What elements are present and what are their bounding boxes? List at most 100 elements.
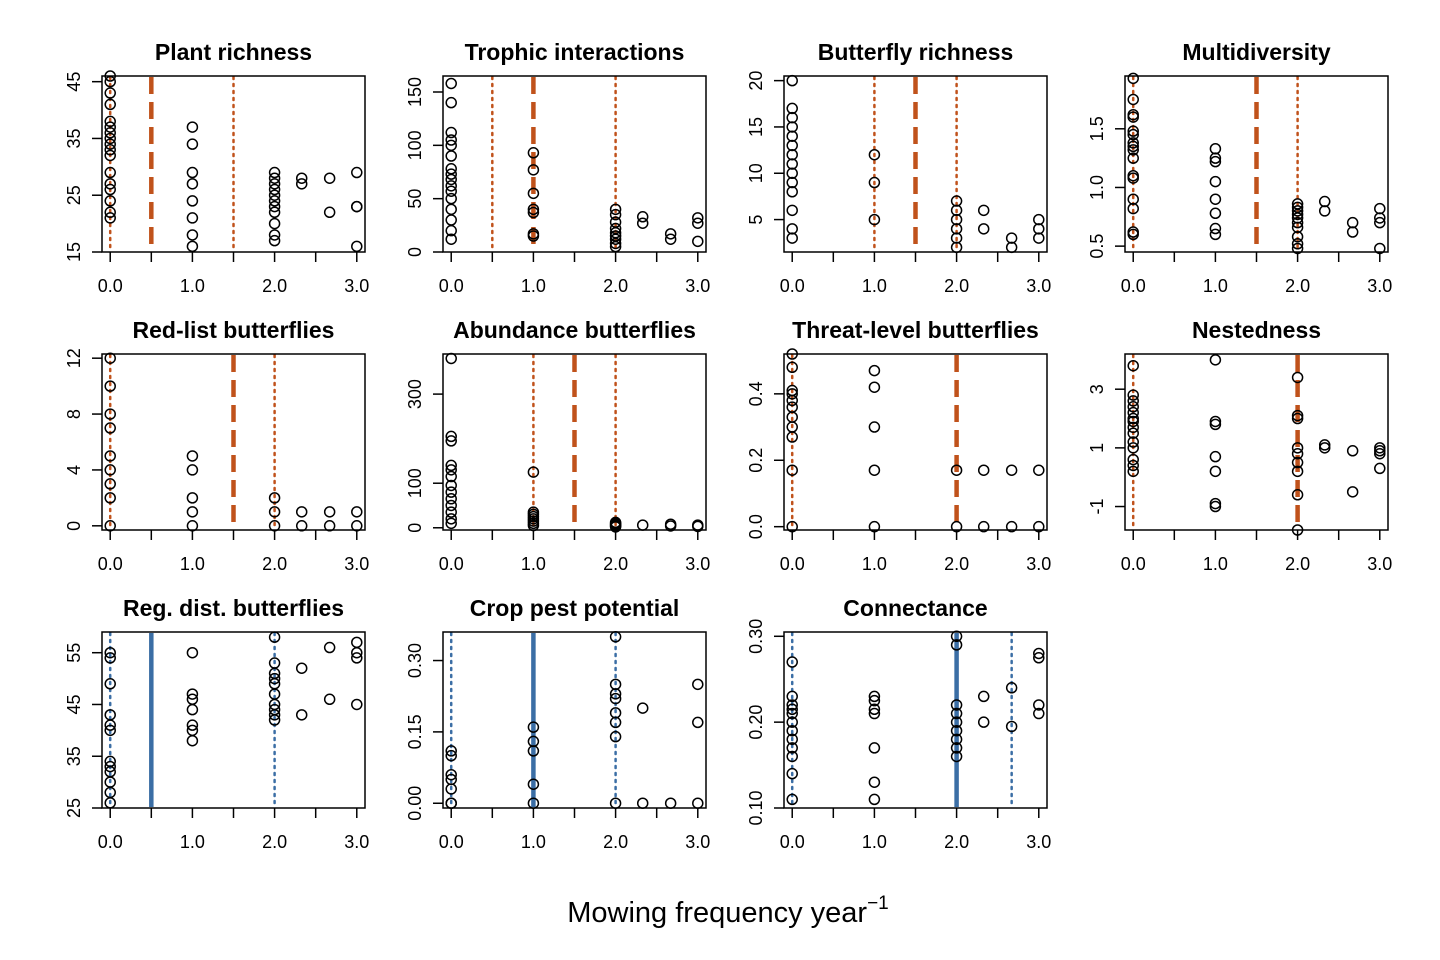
data-point (186, 450, 199, 462)
data-point (104, 195, 116, 207)
data-point (445, 459, 457, 472)
x-tick-label: 3.0 (685, 554, 710, 574)
data-point (1209, 193, 1222, 205)
data-point (1291, 201, 1304, 214)
data-point (186, 121, 199, 133)
data-point (351, 698, 363, 711)
y-tick-label: 0 (64, 521, 84, 531)
data-point (527, 147, 540, 159)
y-tick-label: 10 (746, 163, 766, 183)
data-point (445, 203, 457, 216)
data-point (1291, 198, 1304, 210)
data-point (786, 74, 798, 87)
data-point (445, 163, 457, 175)
x-tick-label: 1.0 (1203, 276, 1228, 296)
panel-7: Threat-level butterflies 0.0 1.0 2.0 3.0 0.0 0… (746, 317, 1051, 574)
data-point (1209, 500, 1222, 513)
data-point (104, 652, 116, 664)
data-point (1209, 142, 1222, 155)
data-point (950, 733, 963, 746)
x-tick-label: 0.0 (1121, 276, 1146, 296)
data-point (445, 134, 457, 146)
data-point (1127, 436, 1139, 448)
data-point (1318, 195, 1331, 208)
data-point (268, 166, 281, 179)
data-point (786, 733, 798, 746)
data-point (1209, 465, 1222, 478)
data-point (1209, 418, 1222, 431)
data-point (1127, 152, 1139, 164)
x-tick-label: 0.0 (1121, 554, 1146, 574)
data-point (295, 709, 308, 721)
data-point (1127, 453, 1139, 466)
data-point (1318, 439, 1331, 451)
data-point (636, 797, 649, 809)
data-point (664, 233, 677, 245)
data-point (104, 132, 116, 145)
data-point (445, 150, 457, 162)
panel-9: Reg. dist. butterflies 0.0 1.0 2.0 3.0 25 35 45… (64, 595, 369, 852)
data-point (786, 707, 798, 720)
data-point (186, 138, 199, 150)
data-point (445, 513, 457, 525)
data-point (186, 178, 199, 190)
data-point (786, 167, 798, 180)
data-point (445, 139, 457, 152)
data-point (323, 172, 336, 184)
data-point (295, 172, 308, 184)
data-point (445, 745, 457, 757)
x-tick-label: 1.0 (521, 554, 546, 574)
data-point (609, 203, 622, 216)
data-point (950, 724, 963, 737)
data-point (104, 760, 116, 773)
x-tick-label: 0.0 (98, 832, 123, 852)
data-point (868, 694, 881, 707)
x-axis-label-main: Mowing frequency year (567, 897, 867, 929)
data-point (786, 130, 798, 142)
data-point (1033, 213, 1045, 226)
data-point (445, 430, 457, 443)
data-point (295, 662, 308, 674)
data-point (786, 742, 798, 754)
data-point (1127, 406, 1139, 419)
data-point (268, 657, 281, 669)
data-point (186, 734, 199, 747)
data-point (104, 138, 116, 150)
data-point (351, 652, 363, 664)
x-axis-label-superscript: −1 (867, 893, 889, 914)
data-point (104, 724, 116, 737)
data-point (868, 381, 881, 393)
data-point (977, 690, 990, 703)
panel-4: Multidiversity 0.0 1.0 2.0 3.0 0.5 1.0 1.5 (1087, 39, 1392, 296)
data-point (1291, 216, 1304, 229)
data-point (1374, 442, 1386, 454)
data-point (636, 211, 649, 223)
data-point (268, 492, 281, 504)
panel-title: Abundance butterflies (453, 317, 696, 343)
data-point (636, 217, 649, 229)
plot-frame (442, 631, 707, 809)
data-point (636, 519, 649, 531)
data-point (104, 144, 116, 156)
data-point (186, 646, 199, 659)
y-tick-label: 0 (405, 247, 425, 257)
plot-frame (442, 75, 707, 253)
data-point (609, 516, 622, 529)
data-point (1209, 450, 1222, 463)
data-point (1127, 137, 1139, 149)
data-point (104, 212, 116, 224)
data-point (445, 352, 457, 365)
plot-frame (101, 631, 366, 809)
data-point (1209, 175, 1222, 188)
data-point (1127, 415, 1139, 428)
data-point (104, 709, 116, 721)
data-point (1005, 241, 1018, 254)
data-point (527, 164, 540, 176)
data-point (1291, 447, 1304, 460)
data-point (445, 479, 457, 492)
data-point (1127, 93, 1139, 106)
data-point (268, 234, 281, 247)
y-tick-label: 0.4 (746, 381, 766, 406)
